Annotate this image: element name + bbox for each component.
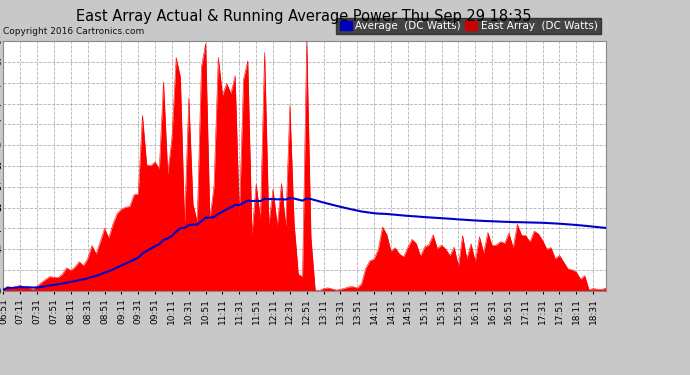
Text: East Array Actual & Running Average Power Thu Sep 29 18:35: East Array Actual & Running Average Powe… xyxy=(76,9,531,24)
Text: Copyright 2016 Cartronics.com: Copyright 2016 Cartronics.com xyxy=(3,27,145,36)
Legend: Average  (DC Watts), East Array  (DC Watts): Average (DC Watts), East Array (DC Watts… xyxy=(337,18,600,34)
